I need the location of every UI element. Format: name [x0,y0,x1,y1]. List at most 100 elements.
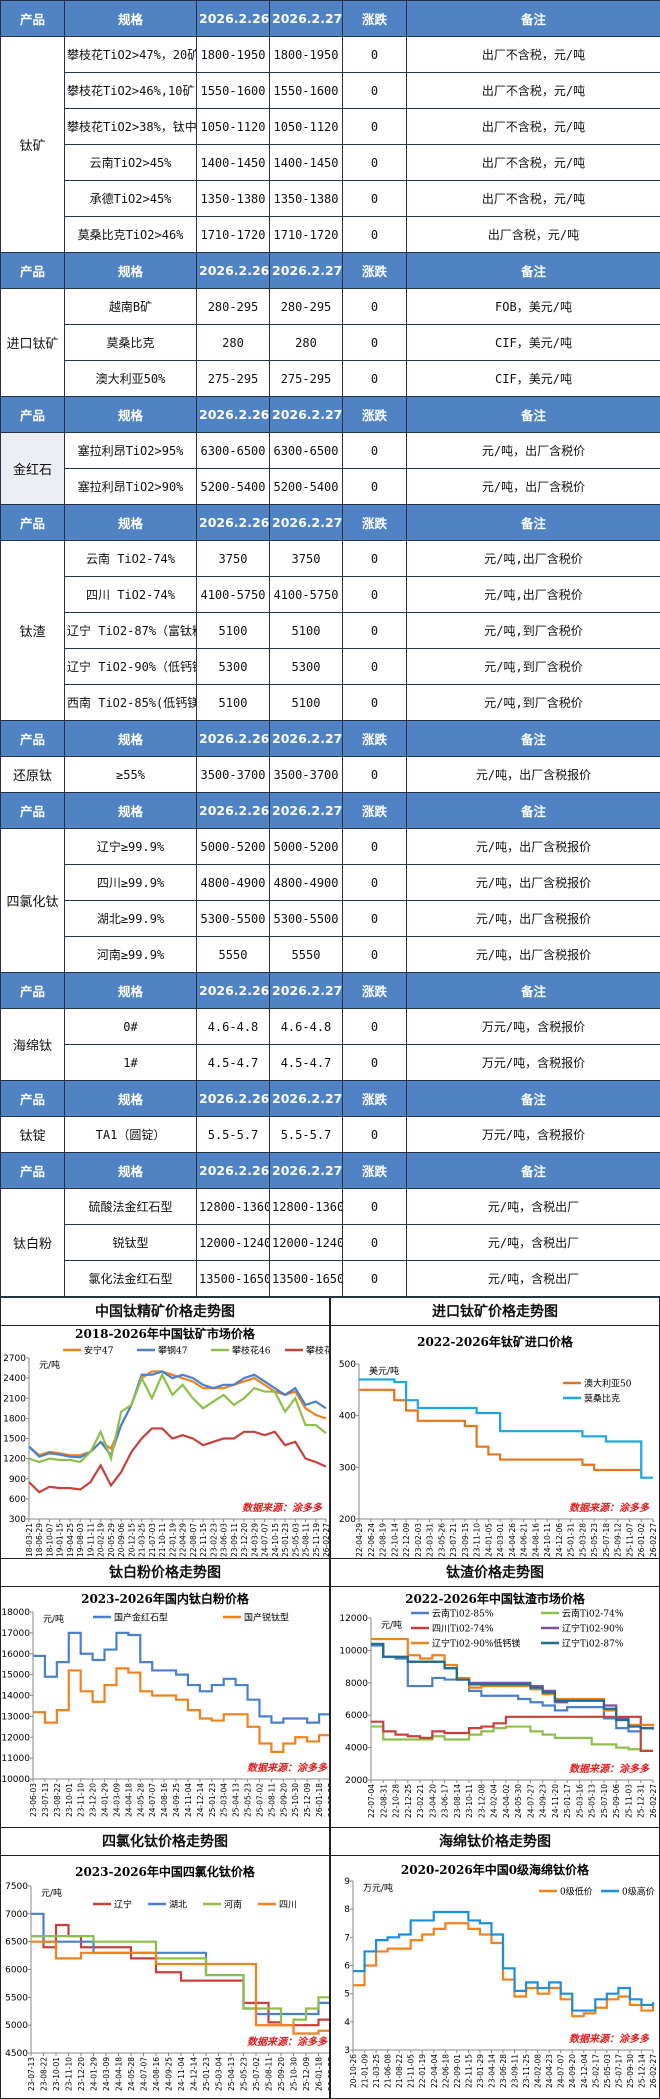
header-date1: 2026.2.26 [197,1153,270,1189]
x-tick-label: 26-02-27 [649,2054,658,2088]
header-change: 涨跌 [343,253,407,289]
date1-cell: 5300-5500 [197,901,270,937]
x-tick-label: 24-07-27 [526,1784,535,1818]
header-change: 涨跌 [343,793,407,829]
date1-cell: 5200-5400 [197,469,270,505]
date2-cell: 1350-1380 [270,181,343,217]
legend-label: 云南Ti02-74% [562,1608,624,1620]
x-tick-label: 23-08-14 [453,1784,462,1818]
x-tick-label: 24-04-18 [115,2057,124,2091]
y-tick-label: 8 [344,1905,350,1915]
y-unit-label: 万元/吨 [363,1882,393,1894]
y-unit-label: 美元/吨 [369,1365,399,1377]
x-tick-label: 24-12-06 [555,1523,564,1557]
x-tick-label: 23-07-21 [449,1523,458,1557]
x-tick-label: 24-06-21 [520,1523,529,1557]
header-date2: 2026.2.27 [270,397,343,433]
change-cell: 0 [343,109,407,145]
chart-panel-title: 钛渣价格走势图 [331,1559,659,1587]
x-tick-label: 23-06-17 [441,1784,450,1818]
x-tick-label: 21-06-08 [384,2054,393,2088]
legend-label: 四川Ti02-74% [432,1625,494,1635]
spec-cell: 攀枝花TiO2>38%，钛中矿 [65,109,197,145]
y-unit-label: 元/吨 [39,1359,60,1371]
spec-cell: 塞拉利昂TiO2>95% [65,433,197,469]
line-chart: 2022-2026年钛矿进口价格200300400500美元/吨22-04-29… [331,1326,659,1558]
note-cell: 元/吨，出厂含税报价 [407,937,660,973]
line-chart: 2023-2026年中国四氯化钛价格4500500055006000650070… [1,1856,329,2098]
x-tick-label: 18-03-21 [25,1523,34,1557]
header-spec: 规格 [65,973,197,1009]
x-tick-label: 26-02-27 [649,1523,658,1557]
spec-cell: 1# [65,1045,197,1081]
date1-cell: 4.5-4.7 [197,1045,270,1081]
header-note: 备注 [407,397,660,433]
x-tick-label: 23-09-11 [230,1523,239,1557]
x-tick-label: 24-08-16 [152,2057,161,2091]
header-date2: 2026.2.27 [270,1,343,37]
x-tick-label: 25-09-12 [614,1523,623,1557]
date1-cell: 280 [197,325,270,361]
x-tick-label: 24-11-20 [551,1784,560,1818]
x-tick-label: 24-07-07 [557,2054,566,2088]
x-tick-label: 23-12-20 [240,1523,249,1557]
x-tick-label: 19-11-11 [86,1523,95,1557]
product-cell: 海绵钛 [1,1009,65,1081]
x-tick-label: 23-02-03 [414,1523,423,1557]
spec-cell: 澳大利亚50% [65,361,197,397]
change-cell: 0 [343,937,407,973]
x-tick-label: 23-06-28 [499,2054,508,2088]
x-tick-label: 19-01-15 [56,1523,65,1557]
x-tick-label: 25-10-30 [290,2057,299,2091]
x-tick-label: 21-10-11 [158,1523,167,1557]
y-tick-label: 18000 [1,1608,30,1618]
x-tick-label: 25-07-18 [602,1523,611,1557]
x-tick-label: 22-04-04 [430,2054,439,2088]
date1-cell: 6300-6500 [197,433,270,469]
y-tick-label: 2700 [3,1354,26,1364]
x-tick-label: 25-01-23 [208,1783,217,1817]
change-cell: 0 [343,1189,407,1225]
x-tick-label: 23-01-29 [476,2054,485,2088]
spec-cell: 0# [65,1009,197,1045]
date1-cell: 5100 [197,613,270,649]
spec-cell: 越南B矿 [65,289,197,325]
legend-label: 0级高价 [622,1886,655,1898]
line-chart: 2022-2026年中国钛渣市场价格2000400060008000100001… [331,1587,659,1827]
y-tick-label: 900 [9,1475,26,1485]
date2-cell: 6300-6500 [270,433,343,469]
date2-cell: 280-295 [270,289,343,325]
date1-cell: 275-295 [197,361,270,397]
y-tick-label: 6 [344,1962,350,1972]
y-tick-label: 8000 [345,1679,368,1689]
x-tick-label: 22-12-25 [404,1784,413,1818]
product-cell: 进口钛矿 [1,289,65,397]
x-tick-label: 26-02-27 [322,1523,329,1557]
date2-cell: 5300 [270,649,343,685]
product-cell: 钛渣 [1,541,65,721]
note-cell: 出厂不含税，元/吨 [407,109,660,145]
series-line [29,1371,326,1455]
x-tick-label: 23-11-10 [65,2057,74,2091]
x-tick-label: 25-05-23 [590,1523,599,1557]
x-tick-label: 25-04-13 [232,1783,241,1817]
x-tick-label: 25-09-30 [626,2054,635,2088]
note-cell: 万元/吨，含税报价 [407,1117,660,1153]
date2-cell: 5100 [270,685,343,721]
x-tick-label: 23-10-01 [52,2057,61,2091]
x-tick-label: 20-12-15 [127,1523,136,1557]
date1-cell: 1550-1600 [197,73,270,109]
